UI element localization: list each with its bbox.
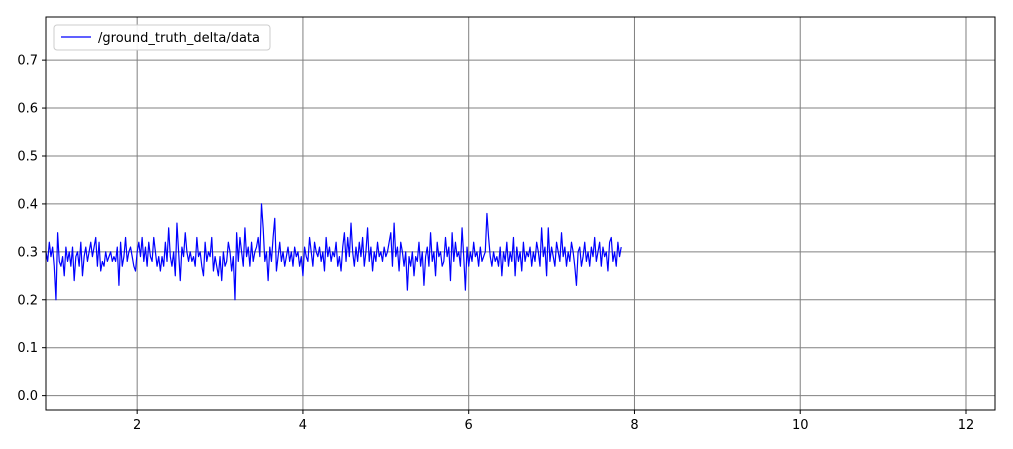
x-tick-label: 10 xyxy=(792,418,809,433)
plot-frame xyxy=(45,16,996,411)
axis-ticks: 2 4 6 8 10 12 0.0 0.1 0.2 0.3 0.4 0.5 0.6 0.7 xyxy=(17,54,974,433)
y-tick-label: 0.0 xyxy=(17,389,38,404)
x-tick-label: 8 xyxy=(630,418,638,433)
x-tick-label: 2 xyxy=(133,418,141,433)
x-tick-label: 6 xyxy=(465,418,473,433)
y-tick-label: 0.4 xyxy=(17,197,38,212)
legend-box xyxy=(53,24,271,51)
legend-label: /ground_truth_delta/data xyxy=(98,31,260,46)
y-tick-label: 0.3 xyxy=(17,245,38,260)
y-tick-label: 0.2 xyxy=(17,293,38,308)
legend: /ground_truth_delta/data xyxy=(53,24,271,51)
series-layer xyxy=(46,203,622,301)
x-tick-label: 4 xyxy=(299,418,307,433)
plot-area xyxy=(46,17,995,410)
y-tick-label: 0.6 xyxy=(17,102,38,117)
y-tick-label: 0.7 xyxy=(17,54,38,69)
series-line-0 xyxy=(46,203,622,301)
y-tick-label: 0.5 xyxy=(17,149,38,164)
y-tick-label: 0.1 xyxy=(17,341,38,356)
x-tick-label: 12 xyxy=(958,418,975,433)
